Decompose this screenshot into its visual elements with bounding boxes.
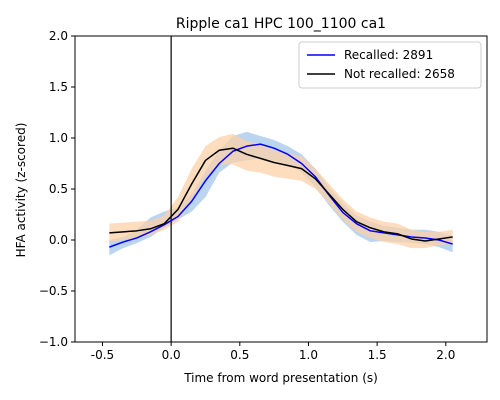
y-tick-label: 0.0 [49, 233, 68, 247]
legend-label-0: Recalled: 2891 [344, 48, 433, 62]
legend: Recalled: 2891 Not recalled: 2658 [298, 41, 482, 89]
y-axis-ticks: −1.0 −0.5 0.0 0.5 1.0 1.5 2.0 [39, 29, 75, 349]
y-tick-label: 1.0 [49, 131, 68, 145]
y-tick-label: 2.0 [49, 29, 68, 43]
x-tick-label: -0.5 [91, 348, 114, 362]
series-lines [109, 143, 453, 248]
x-axis-ticks: -0.5 0.0 0.5 1.0 1.5 2.0 [91, 342, 455, 362]
y-tick-label: −1.0 [39, 335, 68, 349]
y-axis-label: HFA activity (z-scored) [14, 123, 28, 258]
x-tick-label: 2.0 [436, 348, 455, 362]
confidence-bands [109, 131, 453, 256]
legend-label-1: Not recalled: 2658 [344, 67, 455, 81]
series-line-1 [109, 147, 453, 242]
chart-title: Ripple ca1 HPC 100_1100 ca1 [176, 16, 386, 32]
x-tick-label: 1.5 [368, 348, 387, 362]
x-tick-label: 1.0 [299, 348, 318, 362]
y-tick-label: 0.5 [49, 182, 68, 196]
x-tick-label: 0.0 [162, 348, 181, 362]
y-tick-label: −0.5 [39, 284, 68, 298]
x-tick-label: 0.5 [230, 348, 249, 362]
x-axis-label: Time from word presentation (s) [183, 371, 378, 385]
y-tick-label: 1.5 [49, 80, 68, 94]
series-line-0 [109, 143, 453, 248]
confidence-band-1 [109, 133, 453, 249]
legend-frame [298, 41, 482, 89]
